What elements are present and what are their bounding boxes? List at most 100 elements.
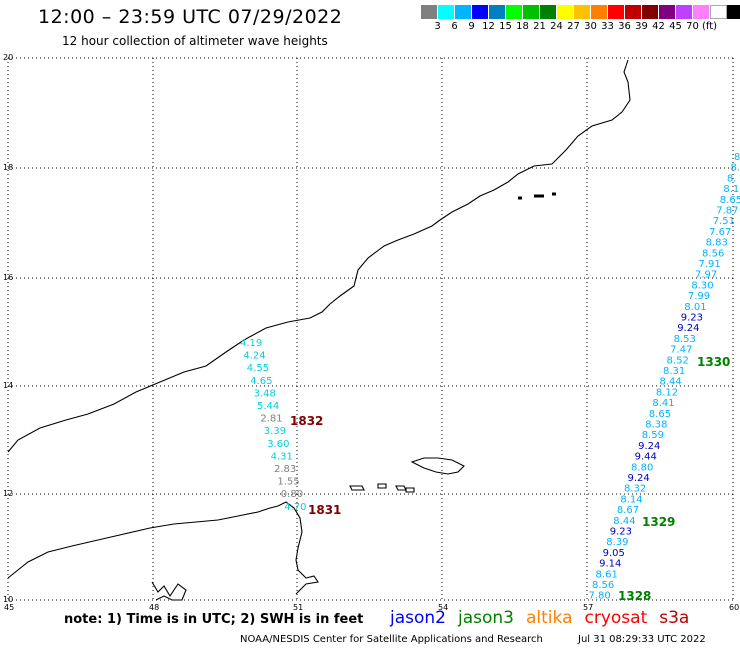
scale-swatch <box>557 5 574 19</box>
swh-value: 8.32 <box>624 484 646 495</box>
islet-1 <box>349 485 365 491</box>
time-label: 1330 <box>697 355 730 369</box>
lat-tick-label: 18 <box>3 163 13 172</box>
swh-value: 8. <box>730 163 740 174</box>
socotra-island <box>410 457 465 475</box>
satellite-jason2: jason2 <box>390 608 446 628</box>
scale-label: 24 <box>550 21 563 32</box>
color-scale <box>421 5 740 19</box>
swh-value: 8.65 <box>649 409 671 420</box>
satellite-altika: altika <box>526 608 573 628</box>
swh-value: 8.31 <box>663 366 685 377</box>
swh-value: 8.67 <box>617 505 639 516</box>
swh-value: 8.65 <box>720 195 740 206</box>
swh-value: 8. <box>727 173 737 184</box>
scale-swatch <box>472 5 489 19</box>
scale-swatch <box>642 5 659 19</box>
scale-label: 30 <box>584 21 597 32</box>
swh-value: 9.44 <box>635 452 657 463</box>
swh-value: 8.56 <box>592 580 614 591</box>
swh-value: 9.05 <box>603 548 625 559</box>
scale-swatch <box>455 5 472 19</box>
islet-3 <box>395 485 407 491</box>
horn-coast <box>151 581 187 601</box>
arabian-coast-south <box>7 501 319 595</box>
page-title: 12:00 – 23:59 UTC 07/29/2022 <box>38 6 343 28</box>
swh-value: 7.87 <box>716 206 738 217</box>
swh-value: 3.48 <box>254 388 276 399</box>
swh-value: 7.67 <box>709 227 731 238</box>
swh-value: 8.53 <box>674 334 696 345</box>
swh-value: 8.52 <box>667 355 689 366</box>
swh-value: 9.24 <box>677 323 699 334</box>
swh-value: 8.41 <box>652 398 674 409</box>
swh-value: 7.47 <box>670 345 692 356</box>
scale-label: 12 <box>482 21 495 32</box>
swh-value: 9.14 <box>599 559 621 570</box>
scale-label: 9 <box>468 21 475 32</box>
scale-label: 6 <box>451 21 458 32</box>
timestamp-text: Jul 31 08:29:33 UTC 2022 <box>578 634 706 645</box>
scale-swatch <box>591 5 608 19</box>
page-subtitle: 12 hour collection of altimeter wave hei… <box>62 34 328 48</box>
islet-2 <box>377 483 387 489</box>
lon-tick-labels: 45 48 51 54 57 60 <box>4 603 739 612</box>
swh-value: 7.91 <box>699 259 721 270</box>
scale-swatch <box>438 5 455 19</box>
swh-value: 4.65 <box>250 376 272 387</box>
scale-label: 70 <box>686 21 699 32</box>
swh-value: 9.23 <box>610 527 632 538</box>
swh-value: 4.19 <box>240 338 262 349</box>
scale-swatch <box>608 5 625 19</box>
scale-swatch <box>676 5 693 19</box>
satellite-legend: jason2 jason3 altika cryosat s3a <box>390 608 701 628</box>
satellite-s3a: s3a <box>659 608 690 628</box>
swh-value: 2.81 <box>260 414 282 425</box>
swh-value: 4.24 <box>243 351 265 362</box>
islet-4 <box>405 487 415 493</box>
swh-value: 8.1 <box>723 184 739 195</box>
swh-value: 8. <box>734 152 740 163</box>
time-labels: 1832 1831 1330 1329 1328 <box>290 355 730 603</box>
swh-value: 3.39 <box>264 426 286 437</box>
satellite-cryosat: cryosat <box>584 608 648 628</box>
swh-value: 0.80 <box>281 489 303 500</box>
swh-value: 2.83 <box>274 464 296 475</box>
time-label: 1328 <box>618 589 651 603</box>
swh-value: 8.38 <box>645 420 667 431</box>
scale-swatch <box>625 5 642 19</box>
swh-value: 7.51 <box>713 216 735 227</box>
coastline <box>7 59 631 601</box>
swh-value: 9.24 <box>638 441 660 452</box>
swh-value: 4.70 <box>284 502 306 513</box>
swh-value: 8.61 <box>596 569 618 580</box>
lat-lon-grid <box>7 57 734 601</box>
scale-unit: (ft) <box>701 21 718 32</box>
scale-label: 18 <box>516 21 529 32</box>
scale-swatch <box>506 5 523 19</box>
lat-tick-label: 16 <box>3 273 13 282</box>
swh-value: 8.39 <box>606 537 628 548</box>
swh-value: 4.31 <box>271 451 293 462</box>
track-left: 4.19 4.244.55 4.653.48 5.44 2.813.39 3.604.31… <box>240 338 306 513</box>
swh-value: 8.44 <box>613 516 635 527</box>
lat-tick-label: 14 <box>3 381 13 390</box>
scale-label: 3 <box>434 21 441 32</box>
time-label: 1832 <box>290 414 323 428</box>
swh-value: 8.83 <box>706 238 728 249</box>
scale-label: 21 <box>533 21 546 32</box>
swh-value: 9.23 <box>681 313 703 324</box>
scale-swatch <box>489 5 506 19</box>
scale-label: 39 <box>635 21 648 32</box>
swh-value: 9.24 <box>628 473 650 484</box>
scale-swatch <box>710 5 727 19</box>
swh-value: 8.14 <box>620 494 642 505</box>
swh-value: 7.97 <box>695 270 717 281</box>
swh-value: 8.59 <box>642 430 664 441</box>
scale-label: 45 <box>669 21 682 32</box>
scale-swatch <box>421 5 438 19</box>
swh-value: 1.55 <box>277 477 299 488</box>
lon-tick-label: 45 <box>4 603 14 612</box>
swh-value: 8.12 <box>656 387 678 398</box>
